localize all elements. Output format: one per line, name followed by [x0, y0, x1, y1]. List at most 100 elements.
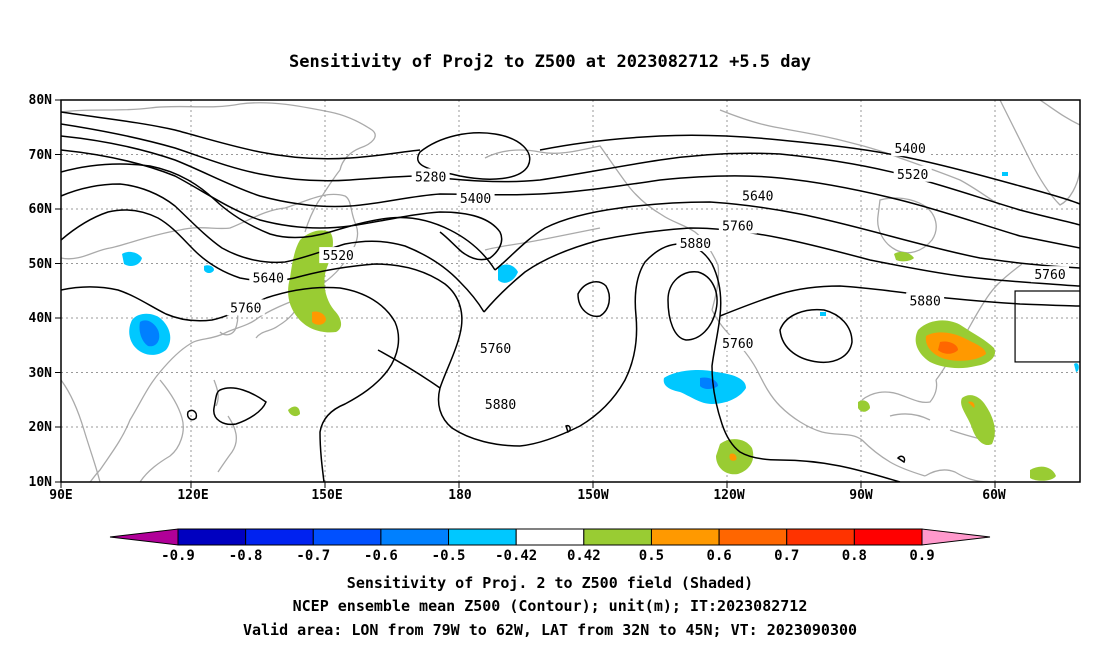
colorbar-tick-label: -0.8: [229, 548, 263, 564]
coast-alaska: [484, 145, 720, 311]
lat-tick-label: 60N: [29, 202, 53, 217]
contour-label-bg: [676, 235, 715, 252]
positive-patch-nwpacific: [288, 406, 300, 417]
contour-small-1: [186, 409, 198, 421]
lat-tick-label: 20N: [29, 420, 53, 435]
colorbar-tick-label: -0.7: [296, 548, 330, 564]
contour-label-bg: [476, 339, 515, 356]
contour-label: 5400: [895, 142, 926, 157]
coast-india-east: [61, 379, 101, 482]
negative-spot-arctic: [1002, 172, 1008, 176]
lon-tick-label: 120W: [713, 488, 744, 503]
negative-patch-bering: [498, 264, 518, 283]
contour-label: 5760: [480, 342, 511, 357]
contour-line-e: [61, 163, 1080, 271]
negative-patch-mongolia: [122, 251, 142, 266]
lon-tick-label: 90W: [849, 488, 873, 503]
contour-loop-kamchatka: [213, 387, 267, 426]
z500-contours: [61, 111, 1080, 482]
contour-labels: 5280 5400 5400 5520 5520 5640 5640 5760 5760 5760…: [226, 140, 1070, 413]
colorbar-tick-label: 0.6: [706, 548, 731, 564]
coast-indochina: [139, 379, 184, 482]
coast-greenland: [999, 100, 1080, 206]
contour-label-bg: [411, 168, 450, 185]
positive-core-atlantic-south: [968, 401, 975, 408]
contour-line-i: [265, 286, 400, 482]
contour-loop-pacific-1: [577, 281, 611, 318]
plot-area: [61, 100, 1080, 482]
colorbar-tick-label: 0.7: [774, 548, 799, 564]
lat-tick-label: 80N: [29, 93, 53, 108]
caption-line: NCEP ensemble mean Z500 (Contour); unit(…: [293, 597, 808, 615]
colorbar-cell: [786, 528, 855, 546]
contour-label-bg: [891, 140, 930, 157]
lon-tick-label: 150W: [577, 488, 608, 503]
lat-tick-label: 40N: [29, 311, 53, 326]
coast-central-america: [924, 469, 991, 482]
lat-tick-label: 50N: [29, 257, 53, 272]
negative-core-china: [139, 320, 160, 347]
contour-label-bg: [319, 247, 358, 264]
positive-patch-atlantic-south: [961, 395, 995, 446]
caption-line: Valid area: LON from 79W to 62W, LAT fro…: [243, 621, 857, 639]
colorbar-tick-label: 0.9: [909, 548, 934, 564]
contour-line-d: [61, 149, 503, 261]
lat-tick-label: 70N: [29, 148, 53, 163]
contour-small-2: [565, 424, 571, 434]
contour-label-bg: [456, 189, 495, 206]
contour-label: 5520: [897, 168, 928, 183]
contour-label: 5520: [323, 249, 354, 264]
colorbar-cell: [583, 528, 652, 546]
contour-label: 5400: [460, 192, 491, 207]
contour-label-bg: [481, 396, 520, 413]
lat-axis: 80N 70N 60N 50N 40N 30N 20N 10N: [29, 93, 61, 490]
contour-label-bg: [906, 292, 945, 309]
colorbar-tick-label: -0.6: [364, 548, 398, 564]
negative-spot-edge: [1074, 363, 1079, 372]
lon-tick-label: 150E: [311, 488, 342, 503]
contour-loop-gulf: [779, 308, 853, 364]
contour-label: 5760: [230, 301, 261, 316]
positive-core-us-east: [938, 341, 958, 354]
contour-line-h: [301, 263, 521, 447]
coast-kamchatka: [304, 169, 341, 233]
positive-patch-canada: [894, 251, 914, 262]
coast-canadian-arctic: [719, 109, 1001, 206]
colorbar-tick-label: 0.8: [842, 548, 867, 564]
lat-tick-label: 10N: [29, 475, 53, 490]
contour-label: 5640: [742, 190, 773, 205]
colorbar-tick-label: -0.42: [495, 548, 537, 564]
coast-asia-east: [61, 193, 359, 482]
contour-line-f: [61, 183, 1080, 313]
colorbar-min-triangle: [109, 528, 179, 546]
colorbar-cell: [650, 528, 720, 546]
colorbar-tick-label: -0.5: [432, 548, 466, 564]
contour-label: 5880: [909, 294, 940, 309]
coast-arctic-asia: [61, 102, 376, 171]
lon-tick-label: 90E: [49, 488, 72, 503]
colorbar-cell: [853, 528, 923, 546]
contour-line-c: [61, 135, 1080, 249]
colorbar-cell: [515, 528, 585, 546]
contour-label-bg: [249, 269, 288, 286]
colorbar-cell: [718, 528, 788, 546]
coast-hudson-bay: [877, 197, 937, 254]
colorbar-cell: [312, 528, 382, 546]
contour-label-bg: [718, 217, 757, 234]
contour-loop-pacific-2: [667, 271, 718, 341]
figure-title: Sensitivity of Proj2 to Z500 at 20230827…: [289, 52, 811, 72]
contour-small-3: [896, 455, 906, 464]
negative-spot-asia: [204, 265, 214, 273]
contour-label: 5640: [253, 271, 284, 286]
caption-line: Sensitivity of Proj. 2 to Z500 field (Sh…: [347, 574, 753, 592]
coast-gulf-mexico: [861, 379, 938, 404]
colorbar-max-triangle: [921, 528, 991, 546]
contour-label-bg: [893, 165, 932, 182]
contour-label-bg: [1031, 266, 1070, 283]
contour-line-a: [61, 111, 1080, 205]
colorbar-cell: [380, 528, 450, 546]
contour-label-bg: [738, 187, 777, 204]
lon-tick-label: 180: [448, 488, 472, 503]
colorbar-cell: [448, 528, 517, 546]
